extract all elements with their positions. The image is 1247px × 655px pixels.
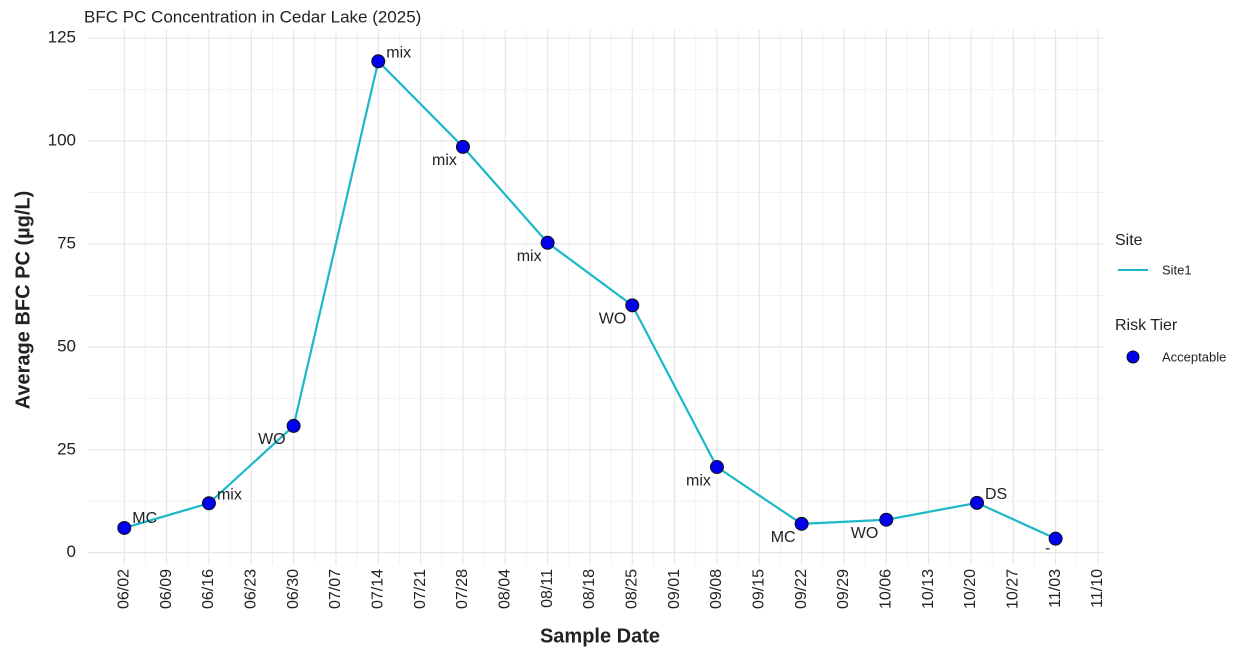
y-tick-label: 100 <box>48 131 76 150</box>
point-label: mix <box>686 472 711 489</box>
point-label: mix <box>517 248 542 265</box>
y-axis-label: Average BFC PC (µg/L) <box>12 191 34 410</box>
data-point <box>540 235 555 250</box>
x-tick-label: 06/02 <box>116 569 133 609</box>
x-tick-label: 09/22 <box>793 569 810 609</box>
point-label: WO <box>258 431 286 448</box>
x-tick-label: 08/11 <box>539 569 556 608</box>
point-label: mix <box>217 486 242 503</box>
x-tick-label: 07/21 <box>412 569 429 609</box>
data-point <box>709 460 724 475</box>
y-tick-label: 0 <box>67 542 76 561</box>
x-tick-label: 10/20 <box>962 569 979 609</box>
legend-title: Risk Tier <box>1115 317 1178 334</box>
x-tick-label: 06/23 <box>243 569 260 609</box>
x-tick-label: 11/03 <box>1047 569 1064 608</box>
x-axis-label: Sample Date <box>540 625 660 647</box>
x-tick-label: 08/04 <box>497 569 514 609</box>
legend-dot <box>1126 350 1140 364</box>
x-tick-label: 07/14 <box>370 569 387 609</box>
data-point <box>879 512 894 527</box>
point-label: WO <box>851 525 879 542</box>
y-tick-label: 75 <box>57 233 76 252</box>
data-point <box>970 495 984 510</box>
x-tick-label: 06/09 <box>158 569 175 609</box>
y-tick-label: 50 <box>57 336 76 355</box>
point-label: MC <box>771 529 796 546</box>
point-label: mix <box>432 152 457 169</box>
data-point <box>371 54 386 69</box>
data-point <box>286 418 301 433</box>
legend-label: Acceptable <box>1162 349 1226 364</box>
data-point <box>117 520 132 535</box>
legend-title: Site <box>1115 232 1143 249</box>
x-tick-label: 07/28 <box>454 569 471 609</box>
x-tick-label: 10/06 <box>878 569 895 609</box>
data-point <box>455 139 470 154</box>
chart-title: BFC PC Concentration in Cedar Lake (2025… <box>84 7 421 26</box>
x-tick-label: 07/07 <box>327 569 344 609</box>
data-point <box>794 516 809 531</box>
point-label: - <box>1045 540 1050 557</box>
x-tick-label: 09/01 <box>666 569 683 609</box>
x-tick-label: 09/08 <box>708 569 725 609</box>
y-tick-label: 25 <box>57 439 76 458</box>
point-label: MC <box>132 510 157 527</box>
point-label: mix <box>386 44 411 61</box>
x-tick-label: 10/13 <box>920 569 937 609</box>
x-tick-label: 08/18 <box>581 569 598 609</box>
data-point <box>625 298 640 313</box>
x-tick-label: 09/15 <box>751 569 768 609</box>
legend-label: Site1 <box>1162 262 1192 277</box>
x-tick-label: 06/30 <box>285 569 302 609</box>
x-tick-label: 11/10 <box>1089 569 1106 608</box>
x-tick-label: 06/16 <box>200 569 217 609</box>
x-tick-label: 09/29 <box>835 569 852 609</box>
data-point <box>201 496 216 511</box>
y-tick-label: 125 <box>48 28 76 47</box>
data-point <box>1048 531 1063 546</box>
point-label: DS <box>985 486 1007 503</box>
series-line <box>123 59 1057 540</box>
x-tick-label: 10/27 <box>1005 569 1022 609</box>
x-tick-label: 08/25 <box>624 569 641 609</box>
point-label: WO <box>599 311 627 328</box>
